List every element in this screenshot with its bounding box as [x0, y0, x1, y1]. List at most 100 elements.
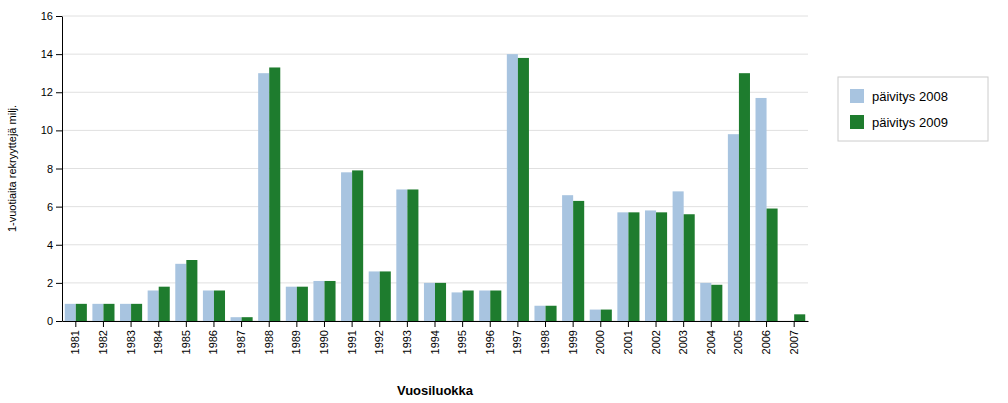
legend-item: päivitys 2008	[850, 89, 948, 104]
y-tick: 16	[41, 10, 62, 22]
x-tick-label: 1986	[207, 330, 219, 354]
x-axis-title: Vuosiluokka	[397, 383, 474, 398]
grid	[62, 16, 808, 321]
y-tick-label: 4	[47, 239, 53, 251]
legend-item: päivitys 2009	[850, 115, 948, 130]
x-tick-mark	[379, 321, 380, 327]
bar	[783, 321, 794, 322]
x-tick-mark	[158, 321, 159, 327]
bar	[617, 212, 628, 321]
y-tick-label: 8	[47, 163, 53, 175]
bar	[546, 306, 557, 321]
y-tick: 14	[41, 48, 62, 60]
x-tick: 1993	[401, 321, 413, 354]
x-tick-label: 2000	[594, 330, 606, 354]
x-tick: 1998	[539, 321, 551, 354]
bar	[103, 304, 114, 321]
x-tick-label: 1989	[290, 330, 302, 354]
x-tick: 1992	[373, 321, 385, 354]
grid-line	[62, 92, 808, 93]
x-tick: 1997	[511, 321, 523, 354]
x-tick-mark	[545, 321, 546, 327]
x-tick-mark	[352, 321, 353, 327]
legend-label: päivitys 2008	[872, 89, 948, 104]
x-tick-label: 1995	[456, 330, 468, 354]
bar	[131, 304, 142, 321]
x-tick-mark	[794, 321, 795, 327]
x-tick-mark	[407, 321, 408, 327]
x-tick: 1990	[318, 321, 330, 354]
bar	[794, 314, 805, 321]
x-tick: 2004	[705, 321, 717, 354]
x-tick-mark	[766, 321, 767, 327]
legend-label: päivitys 2009	[872, 115, 948, 130]
bar	[711, 285, 722, 321]
x-axis: 1981198219831984198519861987198819891990…	[63, 321, 809, 354]
bar	[269, 67, 280, 321]
x-tick-mark	[462, 321, 463, 327]
bar	[120, 304, 131, 321]
x-tick-label: 2004	[705, 330, 717, 354]
x-tick-mark	[600, 321, 601, 327]
x-tick: 2003	[677, 321, 689, 354]
bar	[186, 260, 197, 321]
grid-line	[62, 206, 808, 207]
y-tick-label: 6	[47, 201, 53, 213]
bar	[700, 283, 711, 321]
legend-swatch	[850, 89, 864, 103]
grid-line	[62, 16, 808, 17]
x-tick-mark	[213, 321, 214, 327]
bar	[518, 58, 529, 321]
bar	[645, 210, 656, 321]
y-tick-label: 12	[41, 86, 53, 98]
bar	[396, 189, 407, 321]
x-tick-mark	[656, 321, 657, 327]
x-tick: 2005	[732, 321, 744, 354]
x-tick-mark	[738, 321, 739, 327]
x-tick: 1984	[152, 321, 164, 354]
bar	[341, 172, 352, 321]
bars	[65, 54, 805, 321]
bar	[601, 310, 612, 321]
bar	[728, 134, 739, 321]
x-tick-mark	[573, 321, 574, 327]
x-tick-mark	[628, 321, 629, 327]
y-tick-mark	[56, 130, 62, 131]
bar	[92, 304, 103, 321]
bar	[435, 283, 446, 321]
y-tick-mark	[56, 245, 62, 246]
bar-series	[76, 58, 805, 321]
x-tick: 1989	[290, 321, 302, 354]
x-tick-mark	[269, 321, 270, 327]
x-tick-label: 1996	[484, 330, 496, 354]
grid-line	[62, 54, 808, 55]
x-tick-label: 1999	[567, 330, 579, 354]
bar	[407, 189, 418, 321]
x-tick: 1996	[484, 321, 496, 354]
bar	[573, 201, 584, 321]
bar	[242, 317, 253, 321]
y-tick-mark	[56, 54, 62, 55]
y-tick-label: 2	[47, 277, 53, 289]
x-tick-label: 1987	[235, 330, 247, 354]
x-tick-mark	[241, 321, 242, 327]
x-tick-label: 1990	[318, 330, 330, 354]
y-tick: 12	[41, 86, 62, 98]
bar	[628, 212, 639, 321]
bar	[562, 195, 573, 321]
x-tick-label: 1988	[263, 330, 275, 354]
x-tick: 1982	[97, 321, 109, 354]
y-tick: 2	[47, 277, 62, 289]
bar	[203, 291, 214, 322]
x-tick-label: 1984	[152, 330, 164, 354]
y-tick-mark	[56, 169, 62, 170]
bar	[324, 281, 335, 321]
bar	[507, 54, 518, 321]
bar	[231, 317, 242, 321]
y-tick: 6	[47, 201, 62, 213]
bar	[590, 310, 601, 321]
bar	[452, 292, 463, 321]
bar	[684, 214, 695, 321]
x-tick-mark	[517, 321, 518, 327]
bar	[286, 287, 297, 321]
